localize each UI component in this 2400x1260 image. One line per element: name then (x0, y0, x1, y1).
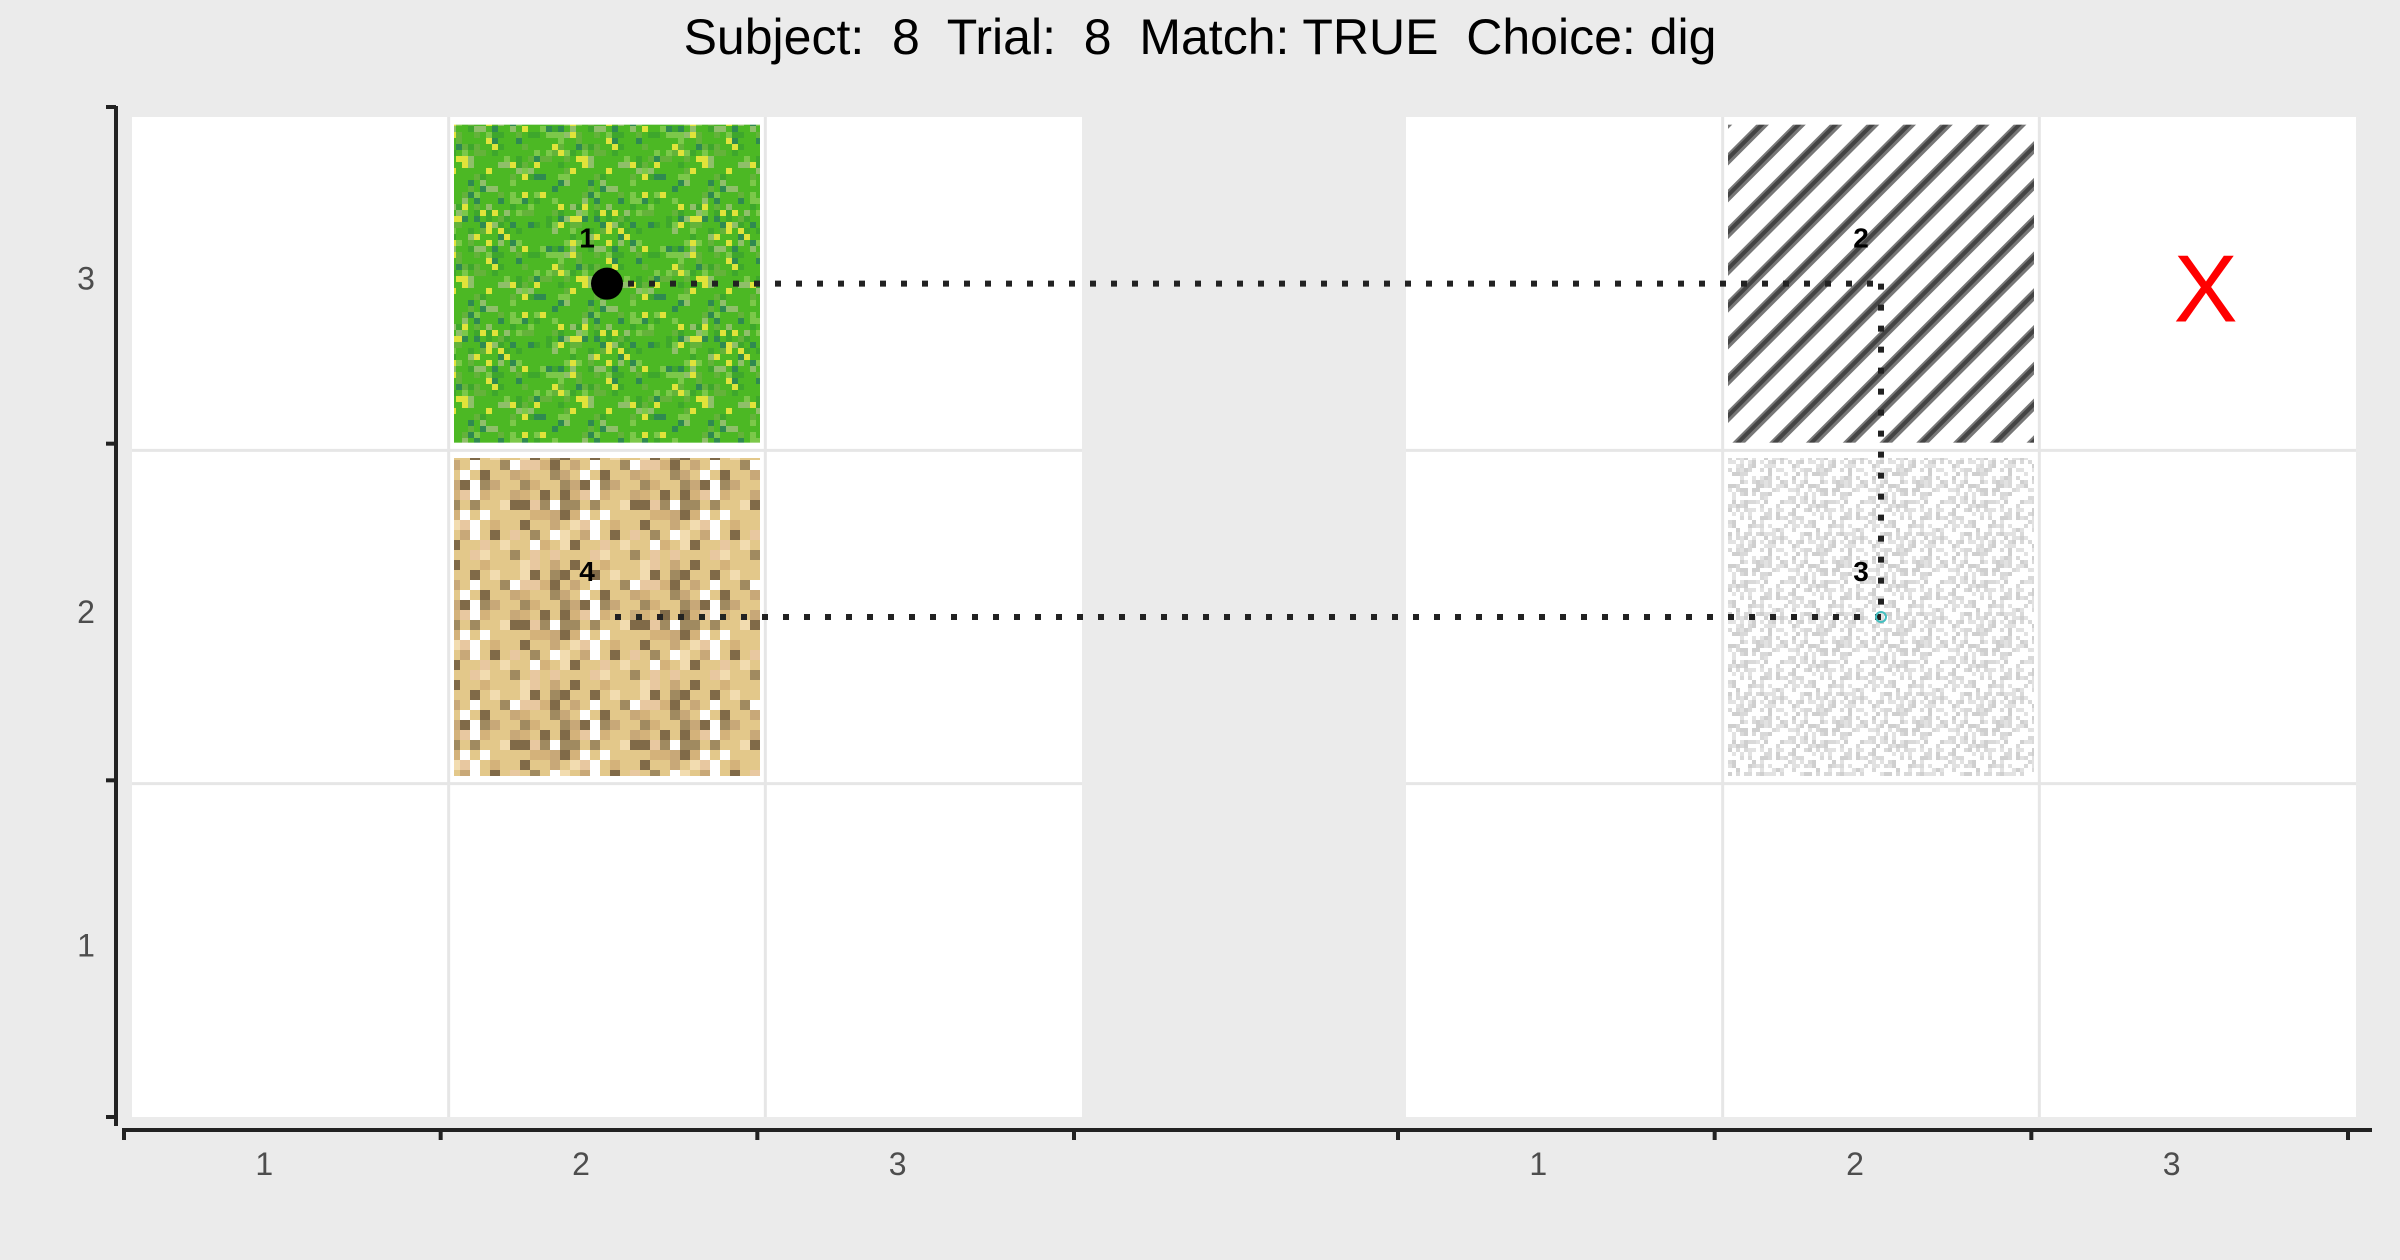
position-marker (591, 267, 623, 300)
plot-title: Subject: 8 Trial: 8 Match: TRUE Choice: … (683, 9, 1717, 65)
axes: 1 2 3 1 2 3 1 2 3 (77, 105, 2372, 1182)
x-tick-label: 2 (1846, 1146, 1864, 1182)
cross-mark: X (2174, 236, 2238, 343)
tile-label: 2 (1853, 223, 1869, 254)
y-tick-label: 3 (77, 261, 95, 297)
x-tick-label: 3 (2163, 1146, 2181, 1182)
tile-label: 1 (579, 223, 595, 254)
y-tick-label: 1 (77, 927, 95, 963)
tile-label: 4 (579, 556, 595, 587)
path-end-dot (1875, 611, 1887, 623)
x-tick-label: 2 (572, 1146, 590, 1182)
y-tick-label: 2 (77, 594, 95, 630)
marks: X (591, 236, 2238, 343)
x-tick-label: 1 (255, 1146, 273, 1182)
x-tick-label: 1 (1529, 1146, 1547, 1182)
tile-sand (454, 458, 760, 776)
tile-label: 3 (1853, 556, 1869, 587)
x-tick-label: 3 (889, 1146, 907, 1182)
path (607, 280, 1887, 623)
